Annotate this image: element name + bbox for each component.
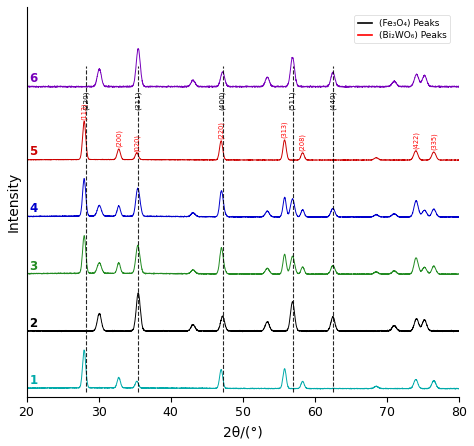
Text: (113): (113): [81, 102, 87, 120]
Text: (422): (422): [412, 131, 419, 149]
Y-axis label: Intensity: Intensity: [7, 172, 21, 232]
Text: 2: 2: [29, 317, 37, 330]
Text: 5: 5: [29, 145, 37, 158]
Text: (208): (208): [300, 133, 306, 151]
Legend: (Fe₃O₄) Peaks, (Bi₂WO₆) Peaks: (Fe₃O₄) Peaks, (Bi₂WO₆) Peaks: [355, 15, 450, 43]
Text: (511): (511): [289, 90, 296, 110]
Text: 3: 3: [29, 260, 37, 273]
Text: (440): (440): [329, 90, 336, 110]
Text: 6: 6: [29, 72, 37, 86]
Text: (335): (335): [430, 133, 437, 150]
Text: (313): (313): [282, 120, 288, 138]
Text: (200): (200): [116, 129, 122, 147]
Text: (311): (311): [135, 90, 142, 110]
X-axis label: 2θ/(°): 2θ/(°): [223, 425, 263, 439]
Text: (400): (400): [219, 90, 226, 110]
Text: 1: 1: [29, 374, 37, 387]
Text: (220): (220): [218, 121, 224, 139]
Text: (220): (220): [83, 90, 90, 110]
Text: (020): (020): [134, 133, 140, 152]
Text: 4: 4: [29, 202, 37, 215]
